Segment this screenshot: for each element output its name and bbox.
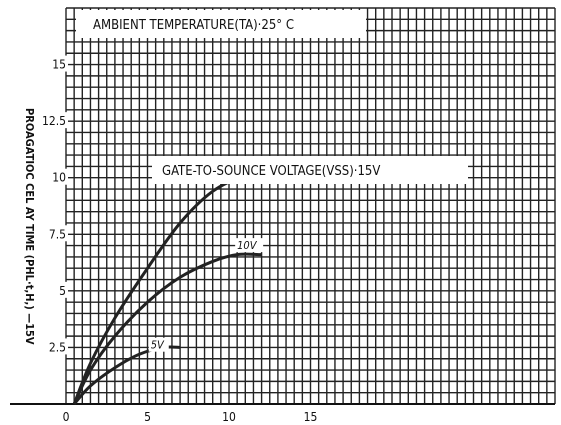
y-tick-label: 10 [52, 171, 66, 185]
gate-voltage-box [152, 156, 468, 184]
gate-voltage-label: GATE-TO-SOUNCE VOLTAGE(VSS)·15V [162, 164, 380, 179]
y-tick-label: 7.5 [49, 227, 66, 241]
y-tick-label: 15 [52, 58, 66, 72]
x-tick-label: 15 [304, 410, 318, 424]
curve-label-background [235, 238, 264, 253]
x-tick-label: 0 [63, 410, 70, 424]
y-tick-background [40, 225, 68, 242]
y-tick-background [40, 338, 68, 355]
y-tick-label: 12.5 [42, 114, 66, 128]
y-tick-label: 2.5 [49, 340, 66, 354]
y-tick-background [40, 112, 68, 129]
y-tick-label: 5 [59, 284, 66, 298]
x-tick-label: 10 [222, 410, 236, 424]
ambient-label-box [76, 10, 366, 38]
y-tick-background [40, 55, 68, 72]
y-axis-label: PROAGATIOC CEL AY TIME (PHL·t,H,) —15V [23, 108, 36, 345]
grid [65, 7, 556, 405]
y-tick-background [40, 281, 68, 298]
series-line-10v [72, 252, 262, 405]
x-tick-label: 5 [144, 410, 151, 424]
x-tick-labels: 0 5 10 15 [63, 410, 318, 424]
curve-label-background [148, 337, 169, 352]
y-tick-labels: 2.5 5 7.5 10 12.5 15 [40, 55, 68, 355]
y-tick-background [40, 168, 68, 185]
curve-labels: 10V 5V [148, 238, 264, 352]
curve-label: 5V [151, 339, 165, 352]
ambient-label: AMBIENT TEMPERATURE(TA)·25° C [93, 18, 294, 33]
curve-label: 10V [237, 239, 258, 252]
